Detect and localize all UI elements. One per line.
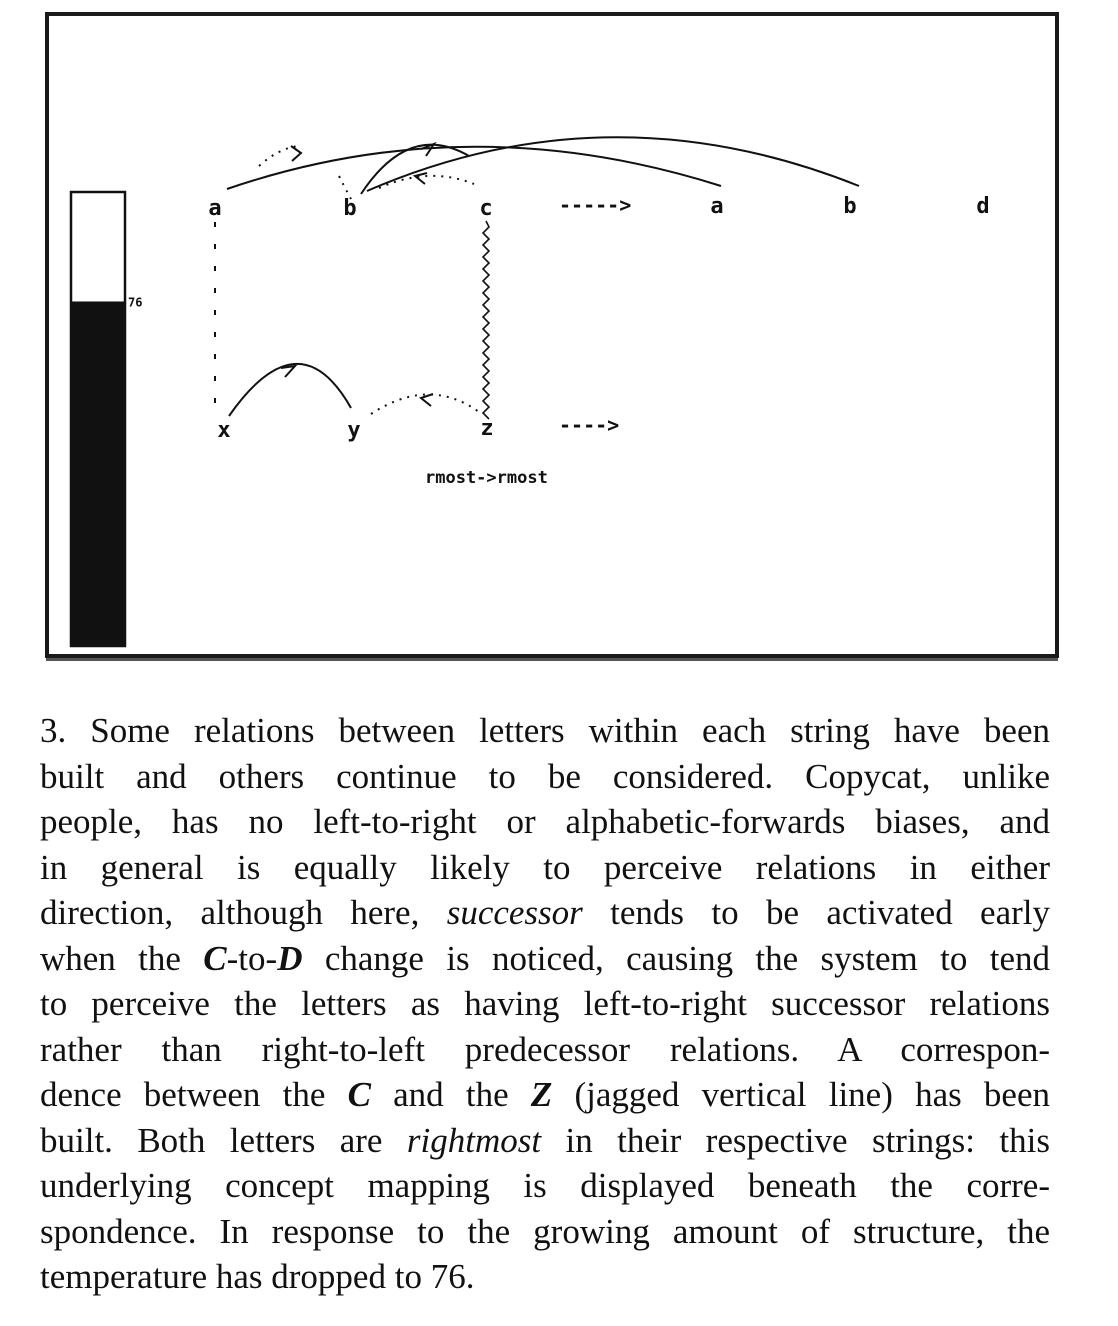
caption-line: built. Both letters are rightmost in the…	[40, 1120, 1050, 1160]
change-arrow: ----->	[559, 193, 631, 217]
caption-letter-name: D	[277, 938, 303, 978]
caption-line: direction, although here, successor tend…	[40, 893, 1051, 932]
caption-emphasis: successor	[446, 893, 583, 932]
thermometer: 76	[69, 190, 142, 648]
target-letter-z: z	[480, 416, 493, 441]
proposed-arrowhead-c-to-b	[412, 172, 428, 185]
caption-line: spondence. In response to the growing am…	[40, 1211, 1050, 1251]
workspace-canvas: 76 a b c -----> a b d x y z ----> rmost-…	[69, 136, 990, 648]
target-letter-y: y	[347, 418, 360, 443]
caption-line: built and others continue to be consider…	[40, 756, 1050, 796]
bond-arc-x-to-y	[228, 363, 352, 417]
caption-line: in general is equally likely to perceive…	[40, 847, 1050, 887]
temperature-label: 76	[128, 295, 142, 309]
caption-line: people, has no left-to-right or alphabet…	[40, 802, 1050, 841]
modified-letter-a: a	[710, 194, 723, 219]
caption-letter-name: C	[203, 938, 227, 978]
target-arrow: ---->	[559, 413, 619, 437]
figure-caption: 3. Some relations between letters within…	[40, 708, 1050, 1300]
caption-letter-name: C	[347, 1075, 371, 1114]
bond-arc-b-to-c	[360, 143, 470, 195]
initial-letter-c: c	[479, 196, 492, 221]
concept-mapping-label: rmost->rmost	[425, 468, 548, 488]
caption-emphasis: rightmost	[406, 1120, 542, 1160]
target-letter-x: x	[217, 418, 230, 443]
caption-line: dence between the C and the Z (jagged ve…	[40, 1075, 1050, 1114]
caption-line: 3. Some relations between letters within…	[40, 711, 1050, 750]
proposed-arrowhead-a-to-b	[290, 145, 303, 162]
caption-line: underlying concept mapping is displayed …	[40, 1166, 1050, 1205]
proposed-bond-c-to-b	[378, 174, 475, 189]
bond-arrowhead-x-to-y	[280, 364, 298, 378]
bond-arrowhead-b-to-c	[420, 141, 437, 157]
initial-letter-b: b	[343, 196, 356, 221]
initial-letter-a: a	[208, 196, 221, 221]
correspondence-c-z	[481, 220, 491, 420]
caption-line: when the C-to-D change is noticed, causi…	[40, 938, 1050, 978]
bond-arc-a-to-modified-a	[226, 145, 722, 190]
copycat-workspace-figure: 76 a b c -----> a b d x y z ----> rmost-…	[45, 12, 1059, 658]
proposed-arrowhead-z-to-y	[418, 393, 434, 407]
proposed-bond-a-to-b	[258, 145, 300, 167]
modified-letter-d: d	[976, 194, 989, 219]
bond-arc-b-to-modified-b	[366, 136, 860, 192]
modified-letter-b: b	[843, 194, 856, 219]
caption-line: to perceive the letters as having left-t…	[40, 984, 1050, 1023]
caption-line: rather than right-to-left predecessor re…	[40, 1029, 1050, 1069]
thermometer-fill	[72, 301, 124, 645]
caption-letter-name: Z	[530, 1075, 553, 1114]
caption-line: temperature has dropped to 76.	[40, 1257, 475, 1296]
